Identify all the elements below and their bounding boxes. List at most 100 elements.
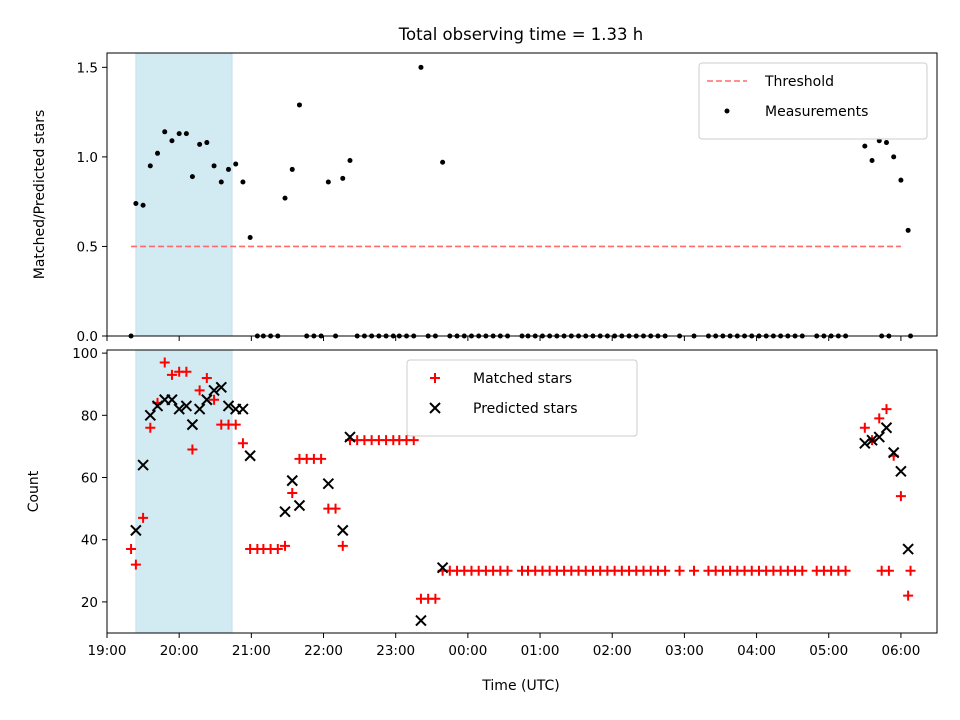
x-tick-label: 19:00 [88, 643, 127, 659]
data-point [436, 561, 449, 574]
shaded-interval [135, 52, 233, 337]
data-point [193, 403, 206, 415]
data-point [905, 227, 911, 233]
axes-frame [106, 349, 938, 634]
data-point [337, 524, 349, 537]
data-point [173, 403, 185, 415]
data-point [230, 419, 241, 430]
data-point [169, 138, 175, 144]
x-tick-label: 05:00 [809, 643, 848, 659]
data-point [144, 409, 157, 422]
data-point [280, 540, 291, 551]
data-point [887, 446, 900, 459]
data-point [166, 394, 178, 406]
data-point [244, 450, 256, 462]
data-point [859, 422, 870, 433]
data-point [689, 565, 700, 576]
data-point [225, 166, 231, 172]
data-point [183, 131, 189, 137]
data-point [866, 434, 878, 446]
data-point [215, 381, 227, 394]
data-point [660, 565, 671, 576]
data-point [272, 544, 283, 555]
data-point [137, 459, 149, 471]
data-point [189, 174, 195, 180]
legend-label: Measurements [765, 104, 868, 120]
data-point [282, 195, 288, 201]
data-point [440, 159, 446, 165]
legend-swatch [724, 108, 730, 114]
x-tick-label: 00:00 [448, 643, 487, 659]
series-matched-stars [126, 357, 916, 604]
data-point [340, 175, 346, 181]
data-point [240, 179, 246, 185]
data-point [208, 384, 220, 397]
data-point [895, 491, 906, 502]
data-point [293, 499, 306, 512]
data-point [130, 559, 141, 570]
data-point [140, 202, 146, 208]
data-point [862, 143, 868, 149]
y-axis-label: Matched/Predicted stars [32, 110, 48, 280]
x-tick-label: 03:00 [665, 643, 704, 659]
series-predicted-stars [130, 381, 914, 627]
data-point [155, 150, 161, 156]
data-point [222, 400, 235, 412]
shaded-interval [135, 349, 233, 634]
data-point [166, 369, 177, 380]
data-point [197, 141, 203, 147]
data-point [502, 565, 513, 576]
x-tick-label: 21:00 [232, 643, 271, 659]
data-point [876, 138, 882, 144]
y-tick-label: 80 [81, 408, 98, 424]
data-point [181, 366, 192, 377]
data-point [126, 544, 137, 555]
x-tick-label: 22:00 [304, 643, 343, 659]
x-tick-label: 20:00 [160, 643, 199, 659]
data-point [194, 385, 205, 396]
legend-label: Matched stars [473, 371, 572, 387]
data-point [874, 413, 885, 424]
data-point [415, 614, 427, 627]
y-tick-label: 40 [81, 533, 98, 549]
data-point [797, 565, 808, 576]
data-point [286, 474, 298, 487]
data-point [237, 403, 249, 415]
data-point [408, 435, 419, 446]
data-point [322, 478, 335, 490]
top-panel: 0.0 0.5 1.0 1.5 Matched/Predicted stars Thres… [32, 52, 938, 345]
data-point [873, 431, 885, 443]
y-tick-label: 1.0 [77, 150, 98, 166]
data-point [883, 140, 889, 146]
data-point [218, 179, 224, 185]
data-point [344, 431, 356, 443]
data-point [674, 565, 685, 576]
data-point [337, 540, 348, 551]
data-point [859, 437, 871, 450]
data-point [130, 524, 142, 537]
data-point [325, 179, 331, 185]
data-point [133, 200, 139, 206]
y-axis-label: Count [26, 470, 42, 512]
data-point [902, 543, 914, 555]
data-point [881, 404, 892, 415]
data-point [279, 506, 291, 518]
x-tick-label: 04:00 [737, 643, 776, 659]
data-point [209, 394, 220, 405]
data-point [186, 418, 199, 431]
data-point [869, 157, 875, 163]
bottom-panel: 20 40 60 80 100 19:00 20:00 21:00 22:00 23:00 00:0… [26, 346, 938, 659]
data-point [145, 422, 156, 433]
data-point [289, 166, 295, 172]
data-point [211, 163, 217, 169]
chart-title: Total observing time = 1.33 h [398, 25, 643, 44]
data-point [898, 177, 904, 183]
data-point [883, 565, 894, 576]
data-point [891, 154, 897, 160]
data-point [840, 565, 851, 576]
data-point [204, 140, 210, 146]
data-point [187, 444, 198, 455]
data-point [147, 163, 153, 169]
data-point [880, 422, 893, 434]
